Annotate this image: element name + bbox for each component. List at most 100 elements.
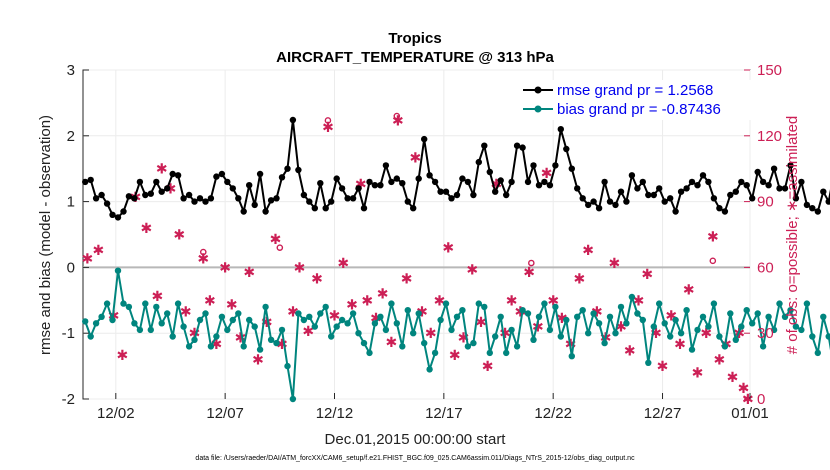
bias-point <box>207 343 215 350</box>
rmse-point <box>349 195 357 202</box>
rmse-point <box>814 208 821 215</box>
assimilated-obs-marker: ✱ <box>302 323 314 339</box>
assimilated-obs-marker: ✱ <box>141 220 153 236</box>
assimilated-obs-marker: ✱ <box>547 292 559 308</box>
assimilated-obs-marker: ✱ <box>329 308 341 324</box>
assimilated-obs-marker: ✱ <box>156 161 168 177</box>
rmse-point <box>628 172 636 179</box>
rmse-point <box>82 178 89 186</box>
rmse-point <box>153 178 160 186</box>
assimilated-obs-marker: ✱ <box>204 292 216 308</box>
rmse-point <box>360 205 368 212</box>
rmse-point <box>645 191 652 199</box>
y-tick-label: 2 <box>67 128 75 145</box>
rmse-point <box>552 162 559 169</box>
bias-point <box>524 310 532 317</box>
bias-point <box>781 313 789 320</box>
rmse-point <box>366 178 373 186</box>
assimilated-obs-marker: ✱ <box>311 270 323 286</box>
rmse-point <box>114 214 122 221</box>
rmse-point <box>770 165 778 172</box>
rmse-point <box>431 178 439 186</box>
bias-point <box>803 300 811 307</box>
rmse-point <box>825 198 830 205</box>
bias-point <box>639 316 646 324</box>
assimilated-obs-marker: ✱ <box>401 270 413 286</box>
assimilated-obs-marker: ✱ <box>235 330 247 346</box>
rmse-point <box>590 198 597 205</box>
assimilated-obs-marker: ✱ <box>692 365 704 381</box>
bias-point <box>377 313 384 320</box>
bias-point <box>322 303 329 311</box>
y2-axis-label: # of obs: o=possible; ∗=assimilated <box>784 116 801 355</box>
rmse-point <box>355 185 362 192</box>
rmse-point <box>606 198 614 205</box>
rmse-point <box>125 193 133 200</box>
chart-title: Tropics <box>388 30 441 47</box>
rmse-point <box>344 195 351 202</box>
bias-point <box>185 343 193 350</box>
y-tick-label: 1 <box>67 194 75 211</box>
bias-point <box>672 316 679 324</box>
assimilated-obs-marker: ✱ <box>700 325 712 341</box>
x-axis-label: Dec.01,2015 00:00:00 start <box>325 431 507 448</box>
rmse-point <box>776 185 783 192</box>
bias-point <box>492 333 499 340</box>
bias-point <box>262 303 269 311</box>
bias-point <box>235 310 242 317</box>
rmse-point <box>311 205 318 212</box>
rmse-point <box>262 208 269 215</box>
y2-tick-label: 150 <box>757 62 782 79</box>
assimilated-obs-marker: ✱ <box>714 352 726 368</box>
bias-point <box>382 326 390 334</box>
bias-point <box>349 310 357 317</box>
rmse-point <box>142 191 149 199</box>
bias-point <box>650 323 657 330</box>
bias-point <box>677 330 685 337</box>
assimilated-obs-marker: ✱ <box>165 180 177 196</box>
bias-point <box>344 320 351 327</box>
bias-point <box>464 343 472 350</box>
assimilated-obs-marker: ✱ <box>482 358 494 374</box>
rmse-point <box>688 178 696 186</box>
bias-point <box>513 343 521 350</box>
rmse-point <box>513 142 521 149</box>
rmse-point <box>426 172 433 179</box>
assimilated-obs-marker: ✱ <box>243 264 255 280</box>
rmse-point <box>388 178 395 186</box>
bias-point <box>180 323 187 330</box>
bias-point <box>612 330 619 337</box>
y-tick-label: -1 <box>62 325 75 342</box>
rmse-point <box>180 195 187 202</box>
y2-tick-label: 90 <box>757 194 774 211</box>
bias-point <box>656 300 663 307</box>
assimilated-obs-marker: ✱ <box>226 297 238 313</box>
bias-point <box>568 353 575 360</box>
bias-point <box>530 336 537 343</box>
bias-point <box>732 336 739 343</box>
assimilated-obs-marker: ✱ <box>490 176 502 192</box>
rmse-point <box>574 185 581 192</box>
assimilated-obs-marker: ✱ <box>173 227 185 243</box>
assimilated-obs-marker: ✱ <box>633 292 645 308</box>
assimilated-obs-marker: ✱ <box>541 165 553 181</box>
rmse-point <box>475 158 482 166</box>
bias-point <box>743 307 750 314</box>
bias-point <box>503 349 510 357</box>
assimilated-obs-marker: ✱ <box>650 325 662 341</box>
rmse-point <box>235 195 242 202</box>
bias-point <box>153 303 160 311</box>
bias-point <box>716 333 723 340</box>
bias-point <box>87 333 94 340</box>
rmse-point <box>410 205 417 212</box>
bias-point <box>705 323 712 330</box>
rmse-point <box>442 188 450 195</box>
bias-point <box>475 300 482 307</box>
rmse-point <box>721 208 729 215</box>
rmse-point <box>787 162 794 169</box>
assimilated-obs-marker: ✱ <box>252 352 264 368</box>
rmse-point <box>196 195 204 202</box>
bias-point <box>328 333 335 340</box>
bias-point <box>497 313 504 320</box>
